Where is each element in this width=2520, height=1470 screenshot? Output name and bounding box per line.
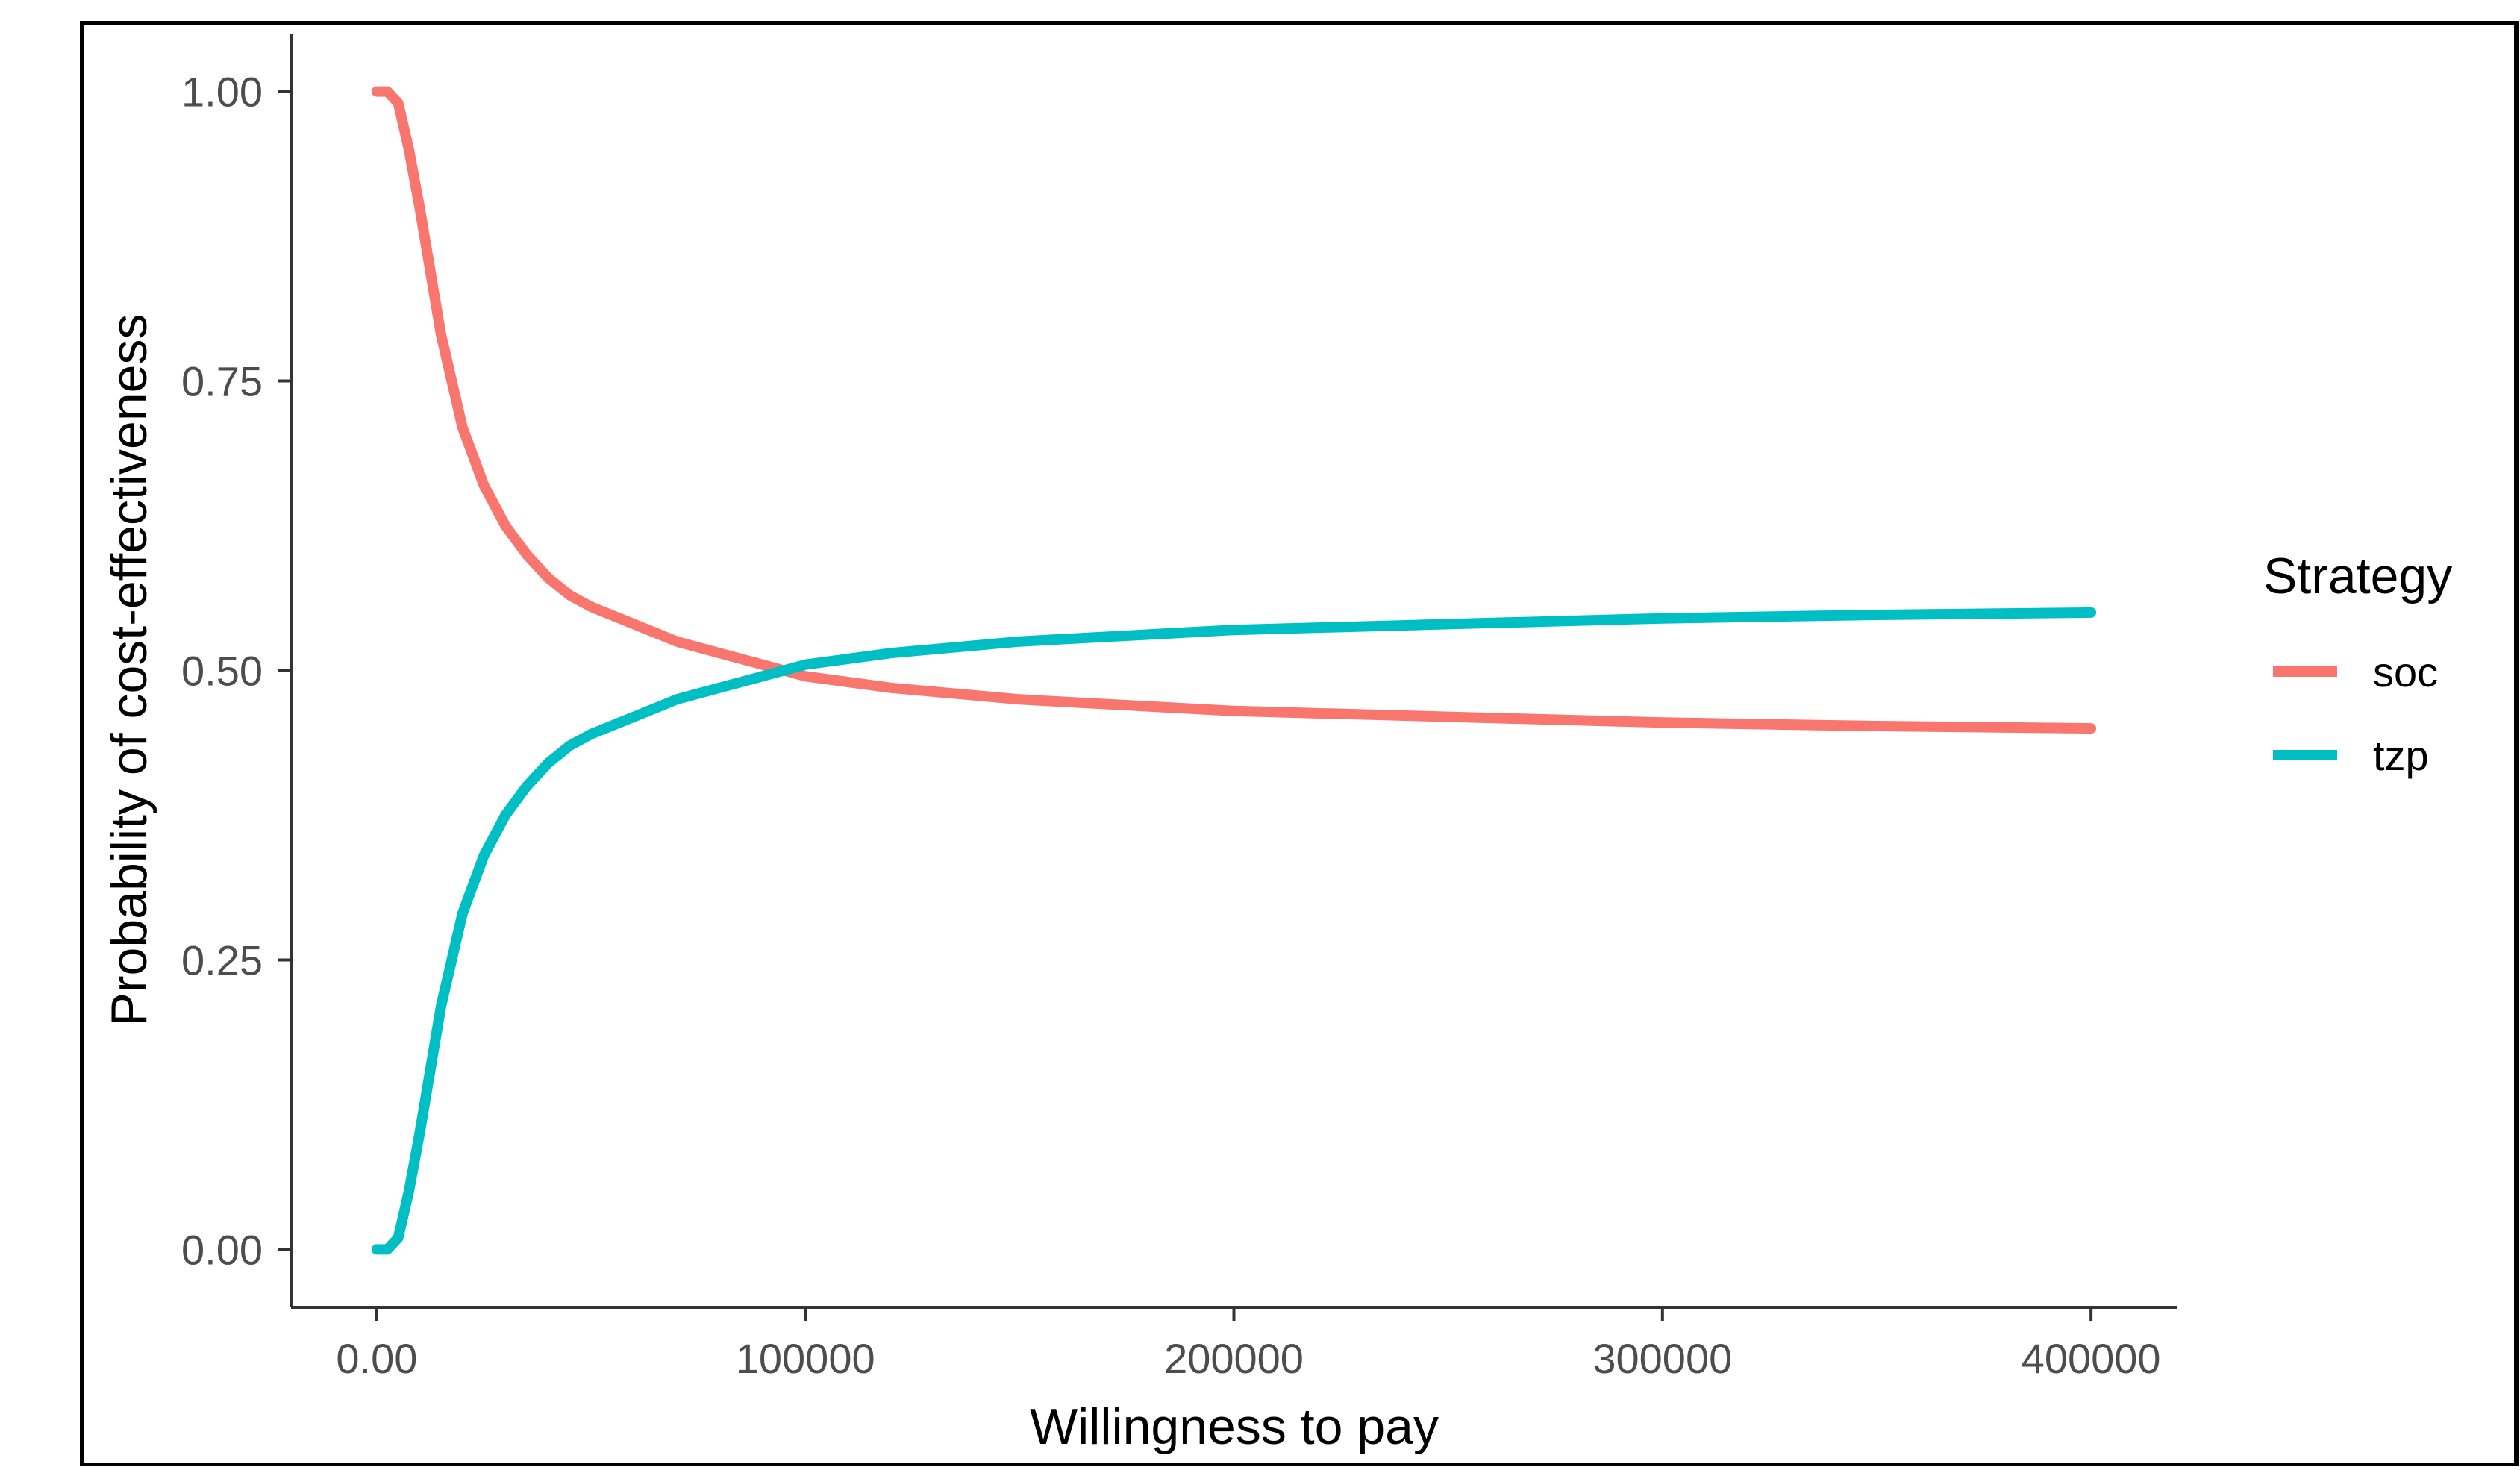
y-tick-label: 0.75 <box>181 358 263 405</box>
x-tick-label: 400000 <box>2022 1335 2161 1382</box>
y-ticks: 0.00 0.25 0.50 0.75 1.00 <box>181 69 291 1273</box>
axes <box>290 34 2177 1309</box>
x-tick-label: 300000 <box>1592 1335 1732 1382</box>
legend-label-soc: soc <box>2373 648 2438 695</box>
x-tick-label: 100000 <box>736 1335 875 1382</box>
y-tick-label: 1.00 <box>181 69 263 116</box>
y-tick-label: 0.50 <box>181 648 263 695</box>
series-line-soc <box>371 86 2097 734</box>
x-ticks: 0.00 100000 200000 300000 400000 <box>336 1307 2161 1382</box>
legend-title: Strategy <box>2263 548 2452 604</box>
y-axis-title: Probability of cost-effectiveness <box>101 314 157 1027</box>
x-tick-label: 200000 <box>1164 1335 1304 1382</box>
legend-items: soc tzp <box>2273 648 2438 779</box>
series-line-tzp <box>371 607 2097 1255</box>
x-tick-label: 0.00 <box>336 1335 417 1382</box>
legend: Strategy soc tzp <box>2263 548 2452 779</box>
y-tick-label: 0.25 <box>181 936 263 983</box>
legend-label-tzp: tzp <box>2373 732 2429 779</box>
series-lines <box>371 86 2097 1255</box>
outer-border <box>80 21 2519 1467</box>
x-axis-title: Willingness to pay <box>1030 1398 1439 1455</box>
y-tick-label: 0.00 <box>181 1226 263 1273</box>
